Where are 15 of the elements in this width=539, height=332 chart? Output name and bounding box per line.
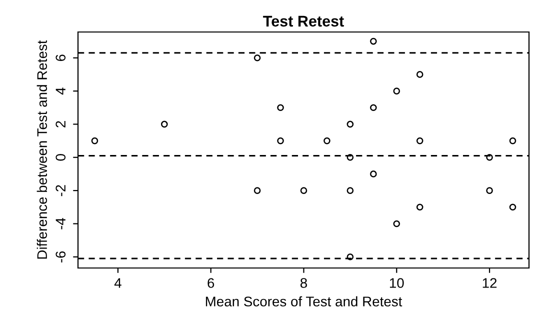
y-axis-title: Difference between Test and Retest [36,40,48,259]
x-tick-label: 10 [390,278,404,288]
y-tick-label: 2 [56,121,66,128]
y-tick-label: 4 [56,88,66,95]
x-tick-label: 4 [114,278,122,288]
y-tick-label: -6 [56,251,66,262]
x-tick-label: 12 [482,278,497,288]
chart-title: Test Retest [263,16,344,27]
x-tick-label: 6 [208,278,214,288]
y-tick-label: -2 [56,185,66,196]
x-axis-title: Mean Scores of Test and Retest [206,296,402,306]
y-tick-label: 0 [56,154,66,161]
y-tick-label: 6 [56,54,66,62]
y-tick-label: -4 [56,218,66,230]
x-tick-label: 8 [300,278,307,288]
